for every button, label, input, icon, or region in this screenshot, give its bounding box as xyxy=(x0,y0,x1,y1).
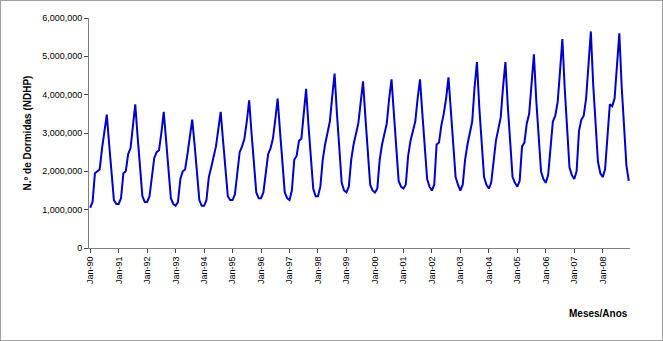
svg-text:Jan-92: Jan-92 xyxy=(142,257,152,285)
svg-text:2,000,000: 2,000,000 xyxy=(42,166,82,176)
svg-text:5,000,000: 5,000,000 xyxy=(42,51,82,61)
svg-text:3,000,000: 3,000,000 xyxy=(42,128,82,138)
svg-text:0: 0 xyxy=(77,243,82,253)
svg-text:Jan-96: Jan-96 xyxy=(256,257,266,285)
svg-text:Jan-90: Jan-90 xyxy=(85,257,95,285)
svg-text:N.º de Dormidas (NDHP): N.º de Dormidas (NDHP) xyxy=(22,76,33,191)
svg-text:Jan-03: Jan-03 xyxy=(455,257,465,285)
svg-text:Jan-07: Jan-07 xyxy=(569,257,579,285)
svg-text:Jan-97: Jan-97 xyxy=(284,257,294,285)
svg-text:Jan-94: Jan-94 xyxy=(199,257,209,285)
svg-text:Jan-98: Jan-98 xyxy=(313,257,323,285)
svg-text:Jan-91: Jan-91 xyxy=(114,257,124,285)
svg-text:Jan-93: Jan-93 xyxy=(171,257,181,285)
svg-text:Jan-08: Jan-08 xyxy=(598,257,608,285)
svg-text:Jan-99: Jan-99 xyxy=(341,257,351,285)
svg-text:Meses/Anos: Meses/Anos xyxy=(569,308,628,319)
svg-text:Jan-06: Jan-06 xyxy=(541,257,551,285)
svg-text:6,000,000: 6,000,000 xyxy=(42,13,82,23)
svg-text:Jan-95: Jan-95 xyxy=(227,257,237,285)
svg-text:4,000,000: 4,000,000 xyxy=(42,90,82,100)
svg-text:Jan-05: Jan-05 xyxy=(512,257,522,285)
svg-text:Jan-01: Jan-01 xyxy=(398,257,408,285)
svg-text:Jan-00: Jan-00 xyxy=(370,257,380,285)
svg-text:Jan-04: Jan-04 xyxy=(484,257,494,285)
svg-text:Jan-02: Jan-02 xyxy=(427,257,437,285)
svg-text:1,000,000: 1,000,000 xyxy=(42,205,82,215)
